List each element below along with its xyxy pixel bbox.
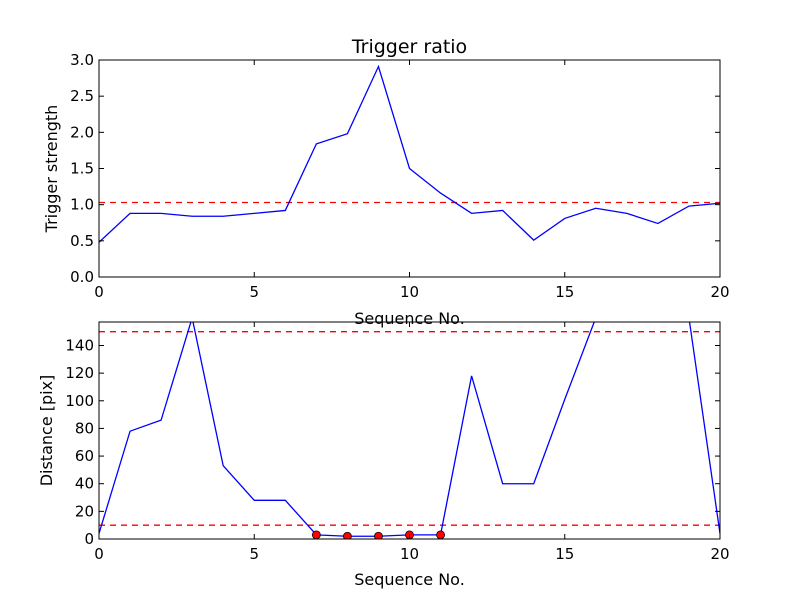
chart-title: Trigger ratio (351, 36, 467, 58)
x-tick-label: 20 (710, 545, 729, 563)
x-ticks: 0 5 10 15 20 (94, 60, 730, 301)
y-tick-label: 80 (75, 419, 94, 437)
x-tick-label: 10 (400, 545, 419, 563)
x-tick-label: 5 (249, 545, 259, 563)
threshold-lines (99, 331, 720, 526)
y-tick-label: 2.0 (70, 123, 94, 141)
x-tick-label: 0 (94, 545, 104, 563)
x-ticks: 0 5 10 15 20 (94, 322, 730, 563)
y-tick-label: 3.0 (70, 51, 94, 69)
y-tick-label: 120 (65, 364, 94, 382)
y-tick-label: 140 (65, 336, 94, 354)
y-axis-label: Trigger strength (42, 105, 61, 234)
x-tick-label: 10 (400, 283, 419, 301)
x-axis-label: Sequence No. (354, 570, 465, 589)
marker-point (311, 530, 321, 539)
series-line (99, 64, 720, 243)
plot-area (99, 64, 720, 243)
x-tick-label: 0 (94, 283, 104, 301)
y-axis-label: Distance [pix] (37, 375, 56, 487)
y-tick-label: 40 (75, 475, 94, 493)
y-tick-label: 2.5 (70, 87, 94, 105)
y-tick-label: 1.5 (70, 160, 94, 178)
x-tick-label: 15 (555, 283, 574, 301)
y-tick-label: 20 (75, 502, 94, 520)
marker-points (311, 530, 445, 539)
chart-trigger-ratio: Trigger ratio 0 5 10 15 20 0.0 0.5 1.0 1.5 2.0 2.… (42, 36, 730, 328)
data-series (99, 64, 720, 243)
x-tick-label: 5 (249, 283, 259, 301)
y-ticks: 0.0 0.5 1.0 1.5 2.0 2.5 3.0 (70, 51, 720, 286)
y-tick-label: 0.5 (70, 232, 94, 250)
marker-point (436, 530, 445, 539)
x-axis-label: Sequence No. (354, 309, 465, 328)
chart-distance: 0 5 10 15 20 0 20 40 60 80 100 120 140 Sequence No.… (37, 321, 730, 589)
marker-point (374, 531, 383, 539)
y-tick-label: 100 (65, 392, 94, 410)
x-tick-label: 15 (555, 545, 574, 563)
y-tick-label: 60 (75, 447, 94, 465)
x-tick-label: 20 (710, 283, 729, 301)
y-tick-label: 0.0 (70, 268, 94, 286)
marker-point (343, 531, 352, 539)
y-ticks: 0 20 40 60 80 100 120 140 (65, 336, 720, 548)
y-tick-label: 0 (84, 530, 94, 548)
y-tick-label: 1.0 (70, 196, 94, 214)
